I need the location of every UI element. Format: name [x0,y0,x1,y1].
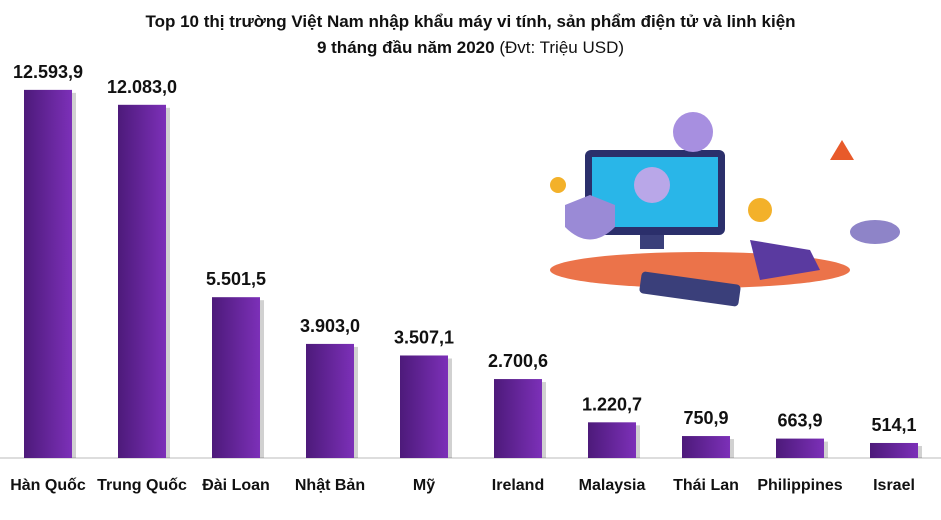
value-label: 5.501,5 [206,269,266,289]
value-label: 3.903,0 [300,316,360,336]
value-label: 663,9 [777,411,822,431]
bar [682,436,730,458]
subtitle: 9 tháng đầu năm 2020 [316,38,495,57]
bar [212,297,260,458]
x-tick-label: Ireland [491,477,545,494]
bar [870,442,918,458]
bar [24,89,72,459]
value-label: 514,1 [871,415,916,435]
bar [494,379,542,458]
x-tick-label: Israel [873,477,915,494]
x-tick-label: Nhật Bản [294,477,366,494]
x-tick-label: Philippines [757,477,843,494]
value-label: 1.220,7 [582,394,642,414]
unit: (Đvt: Triệu USD) [499,38,625,57]
subtitle-line: 9 tháng đầu năm 2020 (Đvt: Triệu USD) [0,38,941,58]
x-tick-label: Hàn Quốc [10,477,86,494]
bar [776,438,824,458]
illustration [550,112,900,307]
bar [306,343,354,458]
x-tick-label: Malaysia [578,477,646,494]
value-label: 12.083,0 [107,77,177,97]
value-label: 12.593,9 [13,62,83,82]
x-tick-label: Trung Quốc [97,477,187,494]
x-tick-label: Thái Lan [673,477,739,494]
value-label: 3.507,1 [394,327,454,347]
x-tick-label: Đài Loan [202,477,270,494]
x-tick-label: Mỹ [412,477,436,494]
bar [118,104,166,458]
value-label: 2.700,6 [488,351,548,371]
bar [400,355,448,458]
chart-title: Top 10 thị trường Việt Nam nhập khẩu máy… [145,12,796,31]
value-label: 750,9 [683,408,728,428]
bar [588,422,636,458]
